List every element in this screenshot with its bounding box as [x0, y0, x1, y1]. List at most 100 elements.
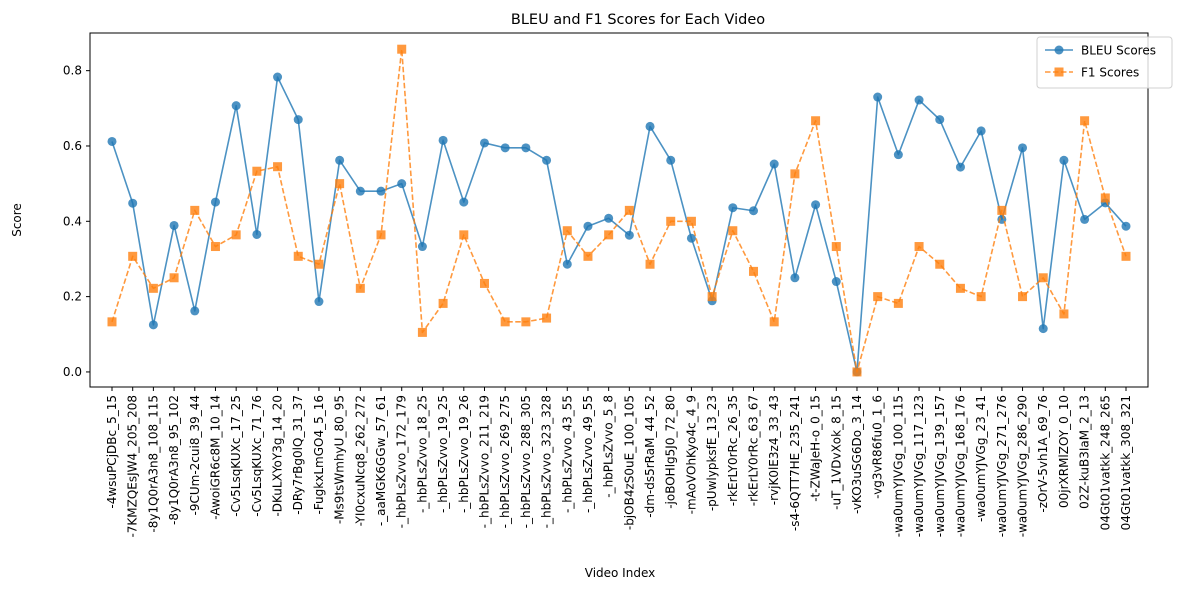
data-point [335, 179, 345, 189]
data-point [955, 162, 965, 172]
data-point [273, 162, 283, 172]
data-point [479, 278, 489, 288]
data-point [500, 317, 510, 327]
x-tick-label: -_hbPLsZvvo_288_305 [519, 395, 533, 528]
x-tick-label: 04Gt01vatkk_248_265 [1098, 395, 1112, 530]
x-tick-label: -4wsuPCjDBc_5_15 [105, 395, 119, 509]
data-point [376, 230, 386, 240]
data-point [914, 95, 924, 105]
x-tick-label: -wa0umYJVGg_286_290 [1016, 395, 1030, 537]
data-point [397, 44, 407, 54]
data-point [1121, 251, 1131, 261]
x-tick-label: -_hbPLsZvvo_18_25 [415, 395, 429, 513]
y-tick-label: 0.2 [63, 290, 82, 304]
data-point [355, 186, 365, 196]
y-tick-label: 0.6 [63, 139, 82, 153]
x-tick-label: -bjOB4zS0uE_100_105 [622, 395, 636, 530]
data-point [148, 283, 158, 293]
data-point [148, 320, 158, 330]
data-point [438, 135, 448, 145]
data-point [273, 72, 283, 82]
x-tick-label: -_hbPLsZvvo_19_25 [436, 395, 450, 513]
data-point [893, 150, 903, 160]
series-bleu [107, 72, 1131, 377]
x-tick-label: -8y1Q0rA3n8_108_115 [146, 395, 160, 533]
series-line [111, 76, 1127, 373]
x-tick-label: -rvjK0lE3z4_33_43 [767, 395, 781, 505]
data-point [728, 226, 738, 236]
data-point [438, 298, 448, 308]
x-tick-label: -dm-ds5rRaM_44_52 [643, 395, 657, 518]
x-tick-label: -Cv5LsqKUXc_71_76 [250, 395, 264, 517]
data-point [500, 143, 510, 153]
data-point [293, 251, 303, 261]
data-point [707, 292, 717, 302]
data-point [686, 233, 696, 243]
x-tick-label: -AwoiGR6c8M_10_14 [208, 395, 222, 520]
data-point [831, 242, 841, 252]
data-point [479, 138, 489, 148]
x-tick-label: -_aaMGK6GGw_57_61 [374, 395, 388, 526]
x-tick-label: 04Gt01vatkk_308_321 [1119, 395, 1133, 530]
data-point [107, 317, 117, 327]
data-point [811, 200, 821, 210]
data-point [790, 273, 800, 283]
x-axis-title: Video Index [585, 566, 655, 580]
data-point [128, 251, 138, 261]
data-point [624, 230, 634, 240]
y-axis: 0.0 0.2 0.4 0.6 0.8 [63, 64, 90, 379]
x-axis: -4wsuPCjDBc_5_15 -7KMZQEsJW4_205_208 -8y1Q… [105, 387, 1133, 538]
data-point [583, 221, 593, 231]
data-point [542, 155, 552, 165]
data-point [645, 259, 655, 269]
x-tick-label: -t-ZWaJeH-o_0_15 [809, 395, 823, 502]
data-point [459, 197, 469, 207]
x-tick-label: -wa0umYJVGg_168_176 [953, 395, 967, 537]
data-point [873, 92, 883, 102]
data-point [749, 266, 759, 276]
series-line [111, 48, 1127, 373]
data-point [831, 277, 841, 287]
x-tick-label: -wa0umYJVGg_23_41 [974, 395, 988, 522]
x-tick-label: -_hbPLsZvvo_172_179 [395, 395, 409, 528]
data-point [686, 216, 696, 226]
data-point [231, 101, 241, 111]
legend-f1-label: F1 Scores [1081, 66, 1139, 80]
x-tick-label: -_hbPLsZvvo_49_55 [581, 395, 595, 513]
data-point [293, 115, 303, 125]
legend: BLEU Scores F1 Scores [1036, 36, 1173, 89]
data-point [190, 306, 200, 316]
data-point [852, 367, 862, 377]
data-point [790, 169, 800, 179]
data-point [873, 292, 883, 302]
data-point [252, 166, 262, 176]
x-tick-label: 00jrXRMlZOY_0_10 [1057, 395, 1071, 508]
x-tick-label: -Cv5LsqKUXc_17_25 [229, 395, 243, 517]
x-tick-label: -Ms9tsWmhyU_80_95 [333, 395, 347, 524]
x-tick-label: -_hbPLsZvvo_19_26 [457, 395, 471, 513]
data-point [169, 220, 179, 230]
x-tick-label: -FugkxLmGO4_5_16 [312, 395, 326, 515]
data-point [728, 203, 738, 213]
data-point [583, 251, 593, 261]
data-point [521, 317, 531, 327]
chart-title: BLEU and F1 Scores for Each Video [511, 12, 765, 28]
x-tick-label: -DRy7rBg0lQ_31_37 [291, 395, 305, 515]
x-tick-label: -wa0umYJVGg_100_115 [891, 395, 905, 537]
legend-bleu-label: BLEU Scores [1081, 44, 1156, 58]
y-tick-label: 0.0 [63, 365, 82, 379]
x-tick-label: -uT_1VDvXok_8_15 [829, 395, 843, 510]
x-tick-label: -_hbPLsZvvo_211_219 [477, 395, 491, 528]
x-tick-label: -pUwlypksfE_13_23 [705, 395, 719, 511]
data-point [210, 242, 220, 252]
data-point [335, 155, 345, 165]
data-point [666, 155, 676, 165]
data-point [459, 230, 469, 240]
data-point [107, 136, 117, 146]
data-point [1080, 116, 1090, 126]
data-point [976, 292, 986, 302]
data-point [666, 216, 676, 226]
data-point [914, 242, 924, 252]
data-point [417, 327, 427, 337]
